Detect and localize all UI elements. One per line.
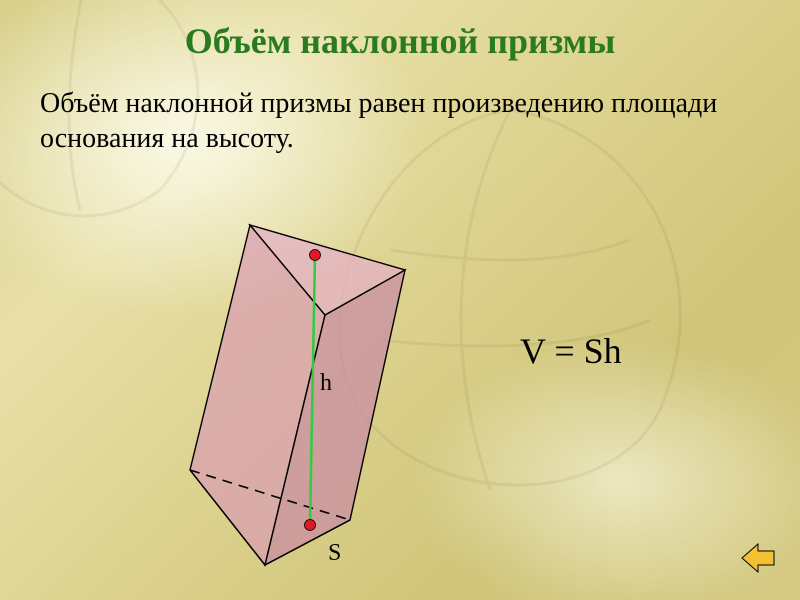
volume-formula-text: V = Sh [520, 331, 622, 371]
height-label-text: h [320, 370, 332, 396]
slide-title-text: Объём наклонной призмы [185, 21, 616, 61]
height-label: h [320, 370, 332, 397]
base-area-label-text: S [328, 540, 341, 566]
volume-formula: V = Sh [520, 330, 622, 372]
prism-bottom-centroid-dot [305, 520, 316, 531]
prism-top-centroid-dot [310, 250, 321, 261]
slide-body: Объём наклонной призмы равен произведени… [40, 86, 760, 156]
back-button[interactable] [738, 538, 778, 578]
slide-body-text: Объём наклонной призмы равен произведени… [40, 88, 717, 154]
base-area-label: S [328, 540, 341, 567]
slide-title: Объём наклонной призмы [0, 20, 800, 62]
back-arrow-icon [738, 538, 778, 578]
slide: Объём наклонной призмы Объём наклонной п… [0, 0, 800, 600]
prism-diagram [150, 215, 440, 585]
